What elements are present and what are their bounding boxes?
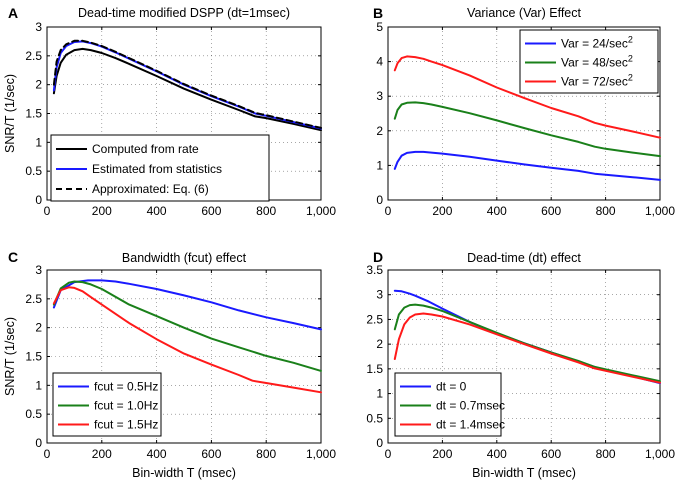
x-tick-label: 0: [385, 204, 392, 218]
series-line-3: [52, 39, 322, 129]
y-tick-label: 1.5: [25, 107, 42, 121]
x-tick-label: 200: [92, 447, 112, 461]
panel-c: 0 200 400 600 800 1,000 0 0.5 1 1.5 2 2.5 3 Bandwidth…: [3, 249, 336, 480]
y-tick-label: 2.5: [25, 49, 42, 63]
y-tick-label: 2: [35, 78, 42, 92]
x-tick-label: 200: [432, 204, 452, 218]
y-tick-label: 1.5: [366, 362, 383, 376]
x-tick-label: 1,000: [645, 447, 675, 461]
series-line-2: [393, 303, 661, 383]
legend-label: Approximated: Eq. (6): [92, 182, 209, 196]
x-tick-label: 0: [44, 447, 51, 461]
x-tick-label: 600: [201, 204, 221, 218]
legend: Computed from rate Estimated from statist…: [50, 134, 270, 202]
panel-letter: D: [373, 249, 383, 265]
legend-label: dt = 0.7msec: [436, 399, 505, 413]
y-tick-label: 0.5: [25, 407, 42, 421]
series-line-2: [393, 101, 661, 158]
legend-label-superscript: 2: [628, 54, 633, 64]
legend-label: fcut = 1.5Hz: [94, 418, 158, 432]
legend-box: [50, 134, 270, 202]
x-tick-label: 1,000: [306, 447, 336, 461]
y-axis-label: SNR/T (1/sec): [3, 74, 17, 153]
panel-title: Bandwidth (fcut) effect: [122, 251, 247, 265]
x-tick-label: 400: [147, 447, 167, 461]
y-tick-label: 2: [376, 337, 383, 351]
legend-label: Computed from rate: [92, 142, 199, 156]
x-tick-label: 800: [256, 447, 276, 461]
y-tick-label: 3: [376, 89, 383, 103]
panel-title: Variance (Var) Effect: [467, 6, 581, 20]
y-tick-label: 5: [376, 20, 383, 34]
y-tick-label: 0.5: [25, 164, 42, 178]
x-tick-label: 0: [44, 204, 51, 218]
panel-d: 0 200 400 600 800 1,000 0 0.5 1 1.5 2 2.5 3 3.5 Dead-t…: [366, 249, 675, 480]
panel-title: Dead-time (dt) effect: [467, 251, 581, 265]
legend-label: fcut = 1.0Hz: [94, 399, 158, 413]
legend-label: Var = 48/sec2: [561, 54, 633, 70]
legend-label-superscript: 2: [628, 73, 633, 83]
x-tick-label: 400: [487, 204, 507, 218]
x-tick-label: 0: [385, 447, 392, 461]
panel-title: Dead-time modified DSPP (dt=1msec): [78, 6, 290, 20]
panel-b: 0 200 400 600 800 1,000 0 1 2 3 4 5 Variance (Var) E…: [373, 5, 675, 218]
x-tick-label: 600: [201, 447, 221, 461]
legend-label: fcut = 0.5Hz: [94, 380, 158, 394]
series-line-3: [393, 55, 661, 139]
legend: dt = 0 dt = 0.7msec dt = 1.4msec: [394, 372, 505, 437]
series-line-1: [393, 150, 661, 181]
y-tick-label: 0: [376, 436, 383, 450]
y-tick-label: 2: [35, 321, 42, 335]
series-line-3: [393, 312, 661, 384]
x-tick-label: 800: [596, 447, 616, 461]
y-tick-label: 3: [35, 20, 42, 34]
legend-label: Var = 24/sec2: [561, 35, 633, 51]
x-tick-label: 600: [541, 204, 561, 218]
legend-label: dt = 1.4msec: [436, 418, 505, 432]
y-tick-label: 3.5: [366, 263, 383, 277]
series-line-1: [52, 47, 322, 132]
legend-label-superscript: 2: [628, 35, 633, 45]
legend-label: dt = 0: [436, 380, 467, 394]
panel-letter: B: [373, 5, 383, 21]
y-tick-label: 3: [35, 263, 42, 277]
x-tick-label: 200: [92, 204, 112, 218]
y-tick-label: 2.5: [366, 312, 383, 326]
legend-label: Var = 72/sec2: [561, 73, 633, 89]
x-tick-label: 800: [256, 204, 276, 218]
x-axis-label: Bin-width T (msec): [132, 466, 236, 480]
x-tick-label: 200: [432, 447, 452, 461]
y-tick-label: 4: [376, 55, 383, 69]
y-tick-label: 1: [35, 135, 42, 149]
y-axis-label: SNR/T (1/sec): [3, 317, 17, 396]
y-tick-label: 1.5: [25, 350, 42, 364]
y-tick-label: 0: [35, 193, 42, 207]
x-axis-label: Bin-width T (msec): [472, 466, 576, 480]
series-line-2: [52, 280, 322, 372]
y-tick-label: 0.5: [366, 411, 383, 425]
legend-label: Estimated from statistics: [92, 162, 222, 176]
legend: fcut = 0.5Hz fcut = 1.0Hz fcut = 1.5Hz: [52, 372, 162, 437]
panel-letter: C: [8, 249, 18, 265]
panel-a: 0 200 400 600 800 1,000 0 0.5 1 1.5 2 2.5 3 Dead-time…: [3, 5, 336, 218]
y-tick-label: 1: [376, 387, 383, 401]
x-tick-label: 400: [147, 204, 167, 218]
x-tick-label: 600: [541, 447, 561, 461]
y-tick-label: 2.5: [25, 292, 42, 306]
y-tick-label: 0: [376, 193, 383, 207]
x-tick-label: 1,000: [306, 204, 336, 218]
x-tick-label: 1,000: [645, 204, 675, 218]
y-tick-label: 3: [376, 288, 383, 302]
y-tick-label: 1: [35, 378, 42, 392]
x-tick-label: 800: [596, 204, 616, 218]
y-tick-label: 2: [376, 124, 383, 138]
series-line-3: [52, 286, 322, 394]
y-tick-label: 1: [376, 158, 383, 172]
x-tick-label: 400: [487, 447, 507, 461]
y-tick-label: 0: [35, 436, 42, 450]
legend: Var = 24/sec2 Var = 48/sec2 Var = 72/sec2: [519, 29, 659, 94]
panel-letter: A: [8, 5, 18, 21]
